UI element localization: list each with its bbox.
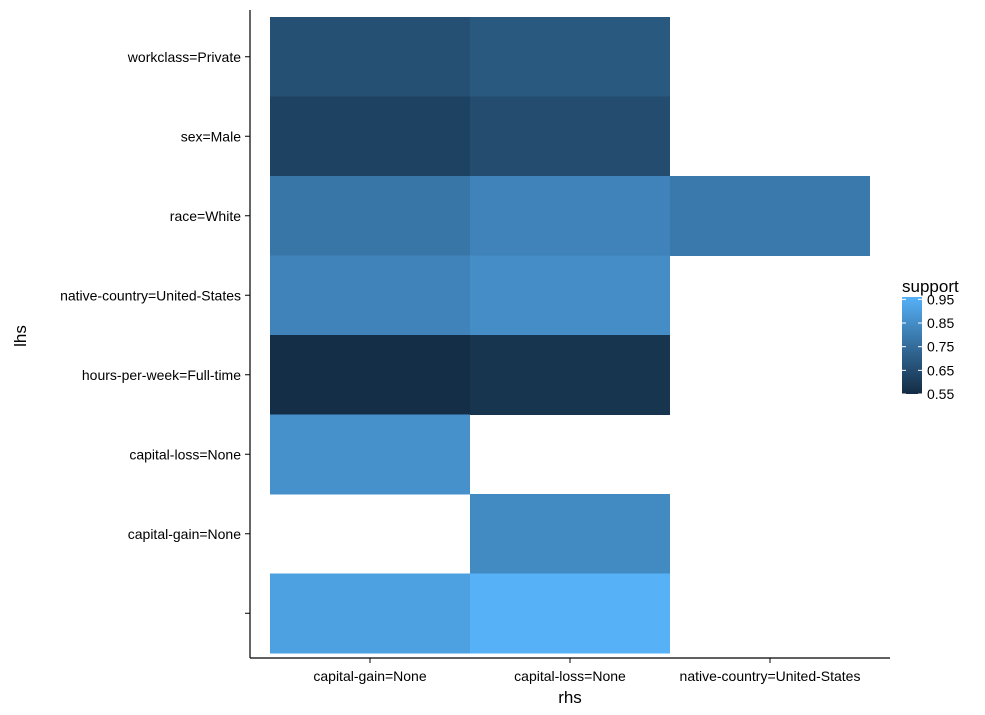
legend-title: support (902, 277, 959, 296)
heatmap-cell (270, 96, 470, 177)
heatmap-cell (270, 335, 470, 415)
heatmap-cell (470, 573, 670, 654)
x-axis-title: rhs (558, 688, 582, 707)
heatmap-cell (270, 573, 470, 654)
y-tick-label: race=White (170, 208, 241, 224)
y-tick-label: sex=Male (181, 128, 242, 144)
y-tick-label: native-country=United-States (60, 287, 241, 303)
y-tick-label: capital-gain=None (128, 526, 241, 542)
legend-tick-label: 0.55 (927, 386, 954, 402)
y-tick-label: capital-loss=None (129, 446, 241, 462)
heatmap-cell (470, 176, 670, 256)
heatmap-cell (270, 176, 470, 256)
heatmap-cell (470, 96, 670, 177)
x-tick-label: native-country=United-States (680, 668, 861, 684)
heatmap-cell (470, 494, 670, 574)
x-axis-ticks: capital-gain=None capital-loss=None native… (313, 658, 860, 684)
heatmap-cell (670, 176, 870, 256)
heatmap-cell (270, 17, 470, 97)
legend-colorbar (902, 297, 922, 394)
x-tick-label: capital-gain=None (313, 668, 426, 684)
y-axis-title: lhs (11, 325, 30, 347)
legend-tick-label: 0.75 (927, 339, 954, 355)
heatmap-cell (270, 414, 470, 495)
heatmap-cells (270, 17, 870, 654)
legend-ticks: 0.95 0.85 0.75 0.65 0.55 (902, 291, 954, 402)
legend-tick-label: 0.65 (927, 362, 954, 378)
heatmap-cell (470, 335, 670, 415)
legend-tick-label: 0.95 (927, 291, 954, 307)
heatmap-cell (470, 17, 670, 97)
x-tick-label: capital-loss=None (514, 668, 626, 684)
y-tick-label: workclass=Private (127, 49, 241, 65)
y-tick-label: hours-per-week=Full-time (82, 367, 241, 383)
heatmap-cell (270, 255, 470, 336)
y-axis-ticks: workclass=Private sex=Male race=White nativ… (60, 49, 250, 614)
heatmap-cell (470, 255, 670, 336)
legend-tick-label: 0.85 (927, 315, 954, 331)
